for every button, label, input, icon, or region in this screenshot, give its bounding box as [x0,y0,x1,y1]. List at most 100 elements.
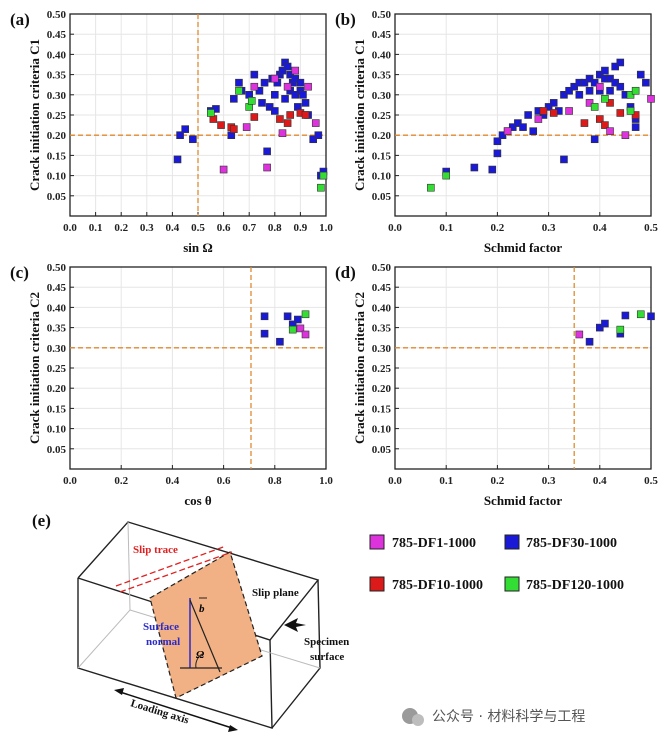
y-tick-label: 0.40 [47,302,67,314]
data-point [235,78,243,87]
data-point [317,183,325,192]
data-point [258,99,266,107]
data-point [286,111,294,119]
data-point [217,121,225,129]
y-tick-label: 0.50 [47,9,67,21]
y-tick-label: 0.10 [372,424,392,436]
y-tick-label: 0.25 [47,363,67,375]
data-point [296,324,305,333]
data-point [301,111,310,119]
x-tick-label: 0.4 [166,475,180,487]
data-point [575,91,584,99]
y-tick-label: 0.25 [372,110,392,122]
data-point [611,78,619,87]
surface-normal-label-2: normal [146,636,180,648]
loading-axis-arrowhead-right-icon [228,725,238,732]
y-tick-label: 0.10 [47,424,67,436]
data-point [508,123,517,131]
x-axis-label: Schmid factor [484,493,563,508]
x-axis-label: sin Ω [183,240,213,255]
data-point [278,66,287,75]
data-point [314,131,323,139]
x-tick-label: 0.4 [593,222,607,234]
data-point [580,78,589,87]
y-tick-label: 0.30 [47,90,67,102]
y-tick-label: 0.15 [47,403,67,415]
data-point [539,107,548,115]
data-point [263,163,271,172]
data-point [276,337,284,346]
data-point [549,99,558,107]
data-point [519,123,527,131]
x-tick-label: 0.2 [114,475,128,487]
data-point [631,86,640,95]
x-tick-label: 1.0 [319,222,333,234]
data-point [595,82,604,91]
panel-label: (d) [335,263,356,282]
panel-0: 0.050.100.150.200.250.300.350.400.450.50… [10,9,333,255]
data-point [488,165,497,174]
data-point [442,171,451,180]
data-point [642,78,650,87]
data-point [631,123,640,131]
y-tick-label: 0.35 [372,323,392,335]
data-point [498,131,507,139]
x-tick-label: 0.0 [63,475,77,487]
data-point [242,123,251,131]
y-tick-label: 0.10 [372,171,392,183]
y-tick-label: 0.15 [372,150,392,162]
data-point [616,325,625,334]
slip-plane-label: Slip plane [252,587,299,599]
data-point [606,127,614,135]
y-axis-label: Crack initiation criteria C2 [27,292,42,444]
data-point [319,171,328,180]
data-point [560,155,568,164]
data-point [250,70,259,79]
data-point [470,163,479,172]
x-tick-label: 0.0 [63,222,77,234]
slip-trace-line [119,551,233,593]
data-point [291,66,300,75]
data-point [636,70,645,79]
y-tick-label: 0.30 [372,343,392,355]
data-point [286,70,294,79]
specimen-surface-label-1: Specimen [304,636,349,648]
legend-label-df1: 785-DF1-1000 [392,536,476,551]
x-tick-label: 0.0 [388,475,402,487]
x-tick-label: 0.6 [217,475,231,487]
y-tick-label: 0.20 [47,383,67,395]
data-point [626,107,635,115]
y-tick-label: 0.25 [47,110,67,122]
data-point [311,119,320,127]
data-point [181,125,189,133]
data-point [255,86,264,95]
y-tick-label: 0.40 [47,49,67,61]
data-point [636,310,645,319]
y-tick-label: 0.40 [372,302,392,314]
data-point [278,129,287,137]
data-point [260,312,269,321]
watermark: 公众号 · 材料科学与工程 [402,708,585,726]
x-tick-label: 0.5 [644,475,658,487]
data-point [601,319,609,328]
y-tick-label: 0.20 [372,130,392,142]
x-tick-label: 0.7 [242,222,256,234]
loading-axis-arrowhead-left-icon [114,688,124,695]
y-tick-label: 0.15 [47,150,67,162]
data-point [616,58,625,67]
legend-swatch-df1 [369,534,385,550]
data-point [270,107,279,115]
x-tick-label: 0.4 [593,475,607,487]
y-tick-label: 0.50 [372,262,392,274]
data-point [595,115,604,123]
data-point [230,95,238,103]
data-point [288,325,297,334]
data-point [631,111,640,119]
x-tick-label: 0.8 [268,222,282,234]
data-point [270,91,279,99]
data-point [212,105,220,113]
x-tick-label: 0.5 [191,222,205,234]
data-point [616,109,625,117]
data-point [493,149,502,158]
x-axis-label: Schmid factor [484,240,563,255]
